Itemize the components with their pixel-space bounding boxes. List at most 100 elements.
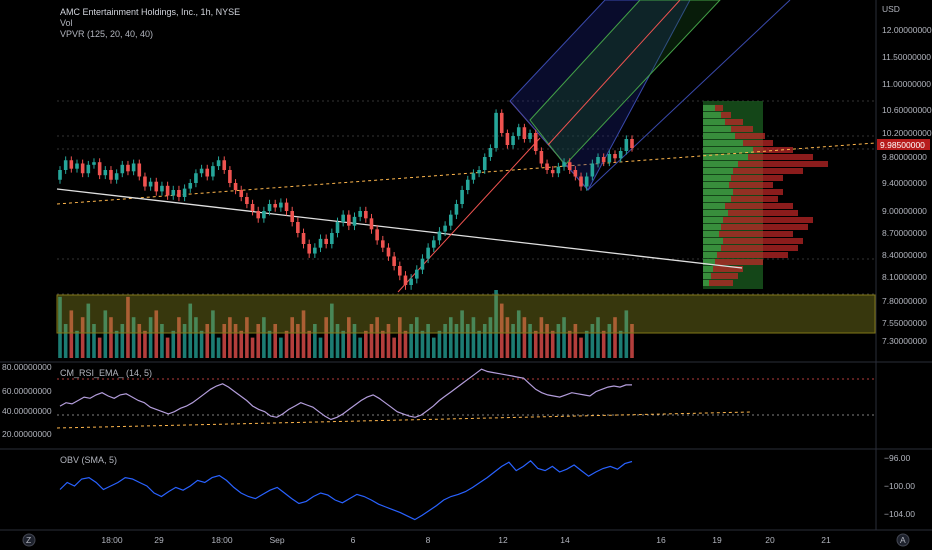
candle-body: [80, 163, 85, 174]
volume-bars: [58, 290, 634, 358]
candle-body: [426, 247, 430, 259]
candle-body: [143, 176, 147, 187]
volume-bar: [273, 324, 278, 358]
candle-body: [420, 258, 425, 270]
candle-body: [182, 188, 187, 197]
volume-bar: [137, 324, 142, 358]
volume-bar: [443, 324, 447, 358]
time-tick-label: 19: [712, 535, 722, 545]
volume-bar: [301, 310, 306, 358]
volume-bar: [358, 337, 362, 358]
time-axis[interactable]: 18:00 29 18:00 Sep 6 8 12 14 16 19 20 21: [101, 535, 831, 545]
candle-body: [296, 222, 300, 233]
candle-body: [245, 197, 249, 204]
volume-bar: [103, 310, 108, 358]
candle-body: [273, 204, 278, 208]
vpvr-up-bar: [703, 259, 715, 265]
candles: [58, 109, 634, 290]
zoom-button[interactable]: Z: [22, 533, 36, 547]
volume-bar: [550, 330, 555, 358]
rsi-tick-label: 40.00000000: [2, 406, 52, 416]
vpvr-down-bar: [738, 161, 828, 167]
candle-body: [256, 211, 261, 219]
vpvr-down-bar: [709, 280, 733, 286]
candle-body: [222, 160, 227, 170]
vpvr-up-bar: [703, 161, 738, 167]
volume-bar: [375, 317, 379, 358]
vpvr-down-bar: [721, 224, 808, 230]
candle-body: [205, 168, 210, 177]
volume-bar: [613, 317, 617, 358]
auto-scale-button[interactable]: A: [896, 533, 910, 547]
candle-body: [330, 233, 334, 244]
volume-bar: [618, 330, 623, 358]
candle-body: [618, 151, 623, 159]
volume-bar: [63, 324, 68, 358]
obv-axis: −96.00 −100.00 −104.00: [884, 453, 915, 519]
vpvr-down-bar: [713, 266, 743, 272]
vpvr-down-bar: [753, 147, 793, 153]
candle-body: [601, 157, 606, 163]
vpvr-up-bar: [703, 126, 731, 132]
volume-bar: [460, 310, 464, 358]
volume-bar: [511, 324, 515, 358]
volume-bar: [216, 337, 221, 358]
vpvr-up-bar: [703, 147, 753, 153]
time-tick-label: 20: [765, 535, 775, 545]
volume-bar: [313, 324, 317, 358]
candle-body: [392, 256, 396, 266]
volume-bar: [488, 317, 493, 358]
candle-body: [398, 266, 402, 276]
vpvr-up-bar: [703, 231, 719, 237]
volume-bar: [262, 317, 266, 358]
rsi-series-line: [59, 368, 632, 421]
candle-body: [341, 214, 345, 222]
pitchfork-median: [547, 0, 681, 146]
volume-bar: [318, 337, 323, 358]
candle-body: [494, 112, 498, 148]
candle-body: [545, 163, 549, 170]
volume-bar: [75, 330, 79, 358]
candle-body: [120, 164, 125, 174]
volume-bar: [267, 330, 272, 358]
candle-body: [160, 185, 164, 192]
price-axis[interactable]: 12.00000000 11.50000000 11.00000000 10.6000…: [882, 25, 932, 346]
volume-bar: [426, 324, 430, 358]
volume-bar: [279, 337, 283, 358]
price-tick-label: 7.30000000: [882, 336, 927, 346]
volume-bar: [69, 310, 74, 358]
currency-label: USD: [882, 4, 900, 14]
volume-bar: [403, 330, 408, 358]
candle-body: [97, 162, 102, 176]
vpvr-down-bar: [731, 126, 753, 132]
vpvr-down-bar: [725, 119, 743, 125]
volume-bar: [352, 324, 357, 358]
candle-body: [290, 211, 294, 222]
vpvr-up-bar: [703, 252, 717, 258]
volume-bar: [131, 317, 136, 358]
volume-bar: [465, 324, 470, 358]
volume-bar: [86, 303, 91, 358]
candle-body: [550, 170, 555, 174]
volume-bar: [165, 337, 170, 358]
volume-bar: [199, 330, 204, 358]
volume-profile: [703, 101, 828, 289]
candle-body: [262, 211, 266, 219]
volume-bar: [471, 317, 476, 358]
rsi-tick-label: 80.00000000: [2, 362, 52, 372]
vpvr-down-bar: [743, 140, 773, 146]
candle-body: [579, 176, 583, 187]
candle-body: [228, 170, 232, 183]
volume-bar: [579, 337, 583, 358]
vpvr-down-bar: [731, 196, 778, 202]
candle-body: [58, 170, 62, 180]
grid: [57, 100, 876, 295]
zoom-button-label: Z: [26, 535, 31, 545]
volume-bar: [171, 330, 176, 358]
candle-body: [250, 204, 255, 211]
volume-bar: [573, 324, 578, 358]
vpvr-down-bar: [723, 238, 803, 244]
volume-bar: [522, 317, 527, 358]
vpvr-up-bar: [703, 154, 748, 160]
